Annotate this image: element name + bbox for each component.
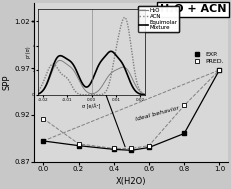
- Text: Ideal behavior: Ideal behavior: [135, 106, 180, 122]
- X-axis label: X(H2O): X(H2O): [116, 177, 147, 186]
- Legend: H₂O, ACN, Equimolar
Mixture: H₂O, ACN, Equimolar Mixture: [138, 6, 179, 32]
- Y-axis label: SPP: SPP: [3, 74, 12, 90]
- Text: H₂O + ACN: H₂O + ACN: [160, 4, 226, 14]
